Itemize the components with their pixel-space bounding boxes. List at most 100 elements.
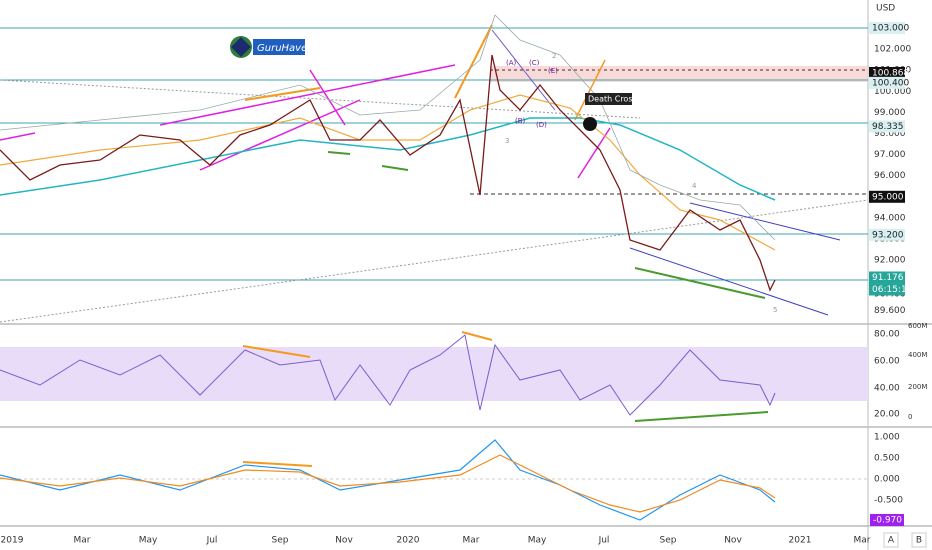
annotation: (C) bbox=[529, 59, 540, 67]
channel-line bbox=[689, 202, 841, 241]
macd-tag-bg bbox=[870, 514, 904, 526]
annotation: (A) bbox=[506, 59, 517, 67]
trend-line bbox=[0, 132, 36, 141]
divergence-line bbox=[461, 331, 493, 341]
trend-line bbox=[574, 59, 606, 121]
price-tag-bg bbox=[869, 190, 905, 203]
macd-tick-label: -0.500 bbox=[874, 496, 903, 506]
time-label: 2019 bbox=[1, 536, 24, 546]
price-tag-bg bbox=[869, 22, 905, 34]
macd-tick-label: 0.500 bbox=[874, 454, 900, 464]
time-label: May bbox=[528, 536, 547, 546]
price-tick-label: 102.000 bbox=[874, 45, 911, 55]
price-tag: 06:15:17 bbox=[872, 285, 912, 295]
time-label: Nov bbox=[724, 536, 742, 546]
annotation: 4 bbox=[692, 182, 697, 190]
price-tag: 100.400 bbox=[872, 78, 909, 88]
annotation: (D) bbox=[536, 121, 547, 129]
price-tick-label: 98.000 bbox=[874, 129, 906, 139]
rsi-tick-label: 60.00 bbox=[874, 357, 900, 367]
divergence-line bbox=[634, 411, 769, 422]
time-label: Sep bbox=[272, 536, 289, 546]
time-label: Nov bbox=[335, 536, 353, 546]
time-label: 2020 bbox=[397, 536, 420, 546]
price-tick-label: 100.000 bbox=[874, 87, 911, 97]
time-label: Jul bbox=[598, 536, 610, 546]
price-tag: 100.868 bbox=[872, 68, 909, 78]
signal-line bbox=[0, 454, 776, 513]
macd-tick-label: 0.000 bbox=[874, 475, 900, 485]
time-label: May bbox=[139, 536, 158, 546]
time-label: Sep bbox=[660, 536, 677, 546]
time-label: Mar bbox=[854, 536, 871, 546]
logo-box bbox=[253, 39, 305, 55]
death-cross-marker bbox=[583, 117, 597, 131]
annotation-box bbox=[585, 93, 632, 105]
price-tag-bg bbox=[869, 228, 905, 241]
divergence-line bbox=[242, 345, 311, 358]
time-label: Mar bbox=[74, 536, 91, 546]
annotation: 5 bbox=[773, 306, 777, 314]
price-tick-label: 99.000 bbox=[874, 108, 906, 118]
price-tag-bg bbox=[869, 66, 905, 79]
axis-button-bg[interactable] bbox=[911, 532, 927, 548]
moving-average bbox=[0, 117, 776, 201]
macd-tick-label: 1.000 bbox=[874, 433, 900, 443]
currency: USD bbox=[876, 4, 895, 14]
trend-line bbox=[0, 79, 641, 119]
annotation: 3 bbox=[505, 137, 509, 145]
logo-text: GuruHaven bbox=[257, 43, 314, 54]
rsi-tick-label: 80.00 bbox=[874, 330, 900, 340]
price-tag: 95.000 bbox=[872, 192, 904, 202]
price-tag-bg bbox=[869, 76, 905, 89]
price-tag-bg bbox=[869, 120, 905, 133]
annotation: 2 bbox=[552, 52, 556, 60]
channel-line bbox=[629, 247, 829, 316]
trend-line bbox=[159, 64, 456, 126]
volume-tick-label: 200M bbox=[908, 383, 927, 391]
price-tag: 103.000 bbox=[872, 24, 909, 34]
price-tick-label: 97.000 bbox=[874, 150, 906, 160]
annotation: (B) bbox=[515, 117, 526, 125]
axis-button-bg[interactable] bbox=[883, 532, 899, 548]
price-tag: 91.176 bbox=[872, 273, 904, 283]
price-tag-bg bbox=[869, 271, 905, 284]
trend-line bbox=[634, 267, 766, 299]
divergence-line bbox=[242, 461, 313, 467]
trend-line bbox=[199, 99, 361, 171]
volume-tick-label: 600M bbox=[908, 322, 927, 330]
rsi-tick-label: 20.00 bbox=[874, 410, 900, 420]
moving-average bbox=[0, 94, 776, 251]
rsi-band bbox=[0, 347, 868, 401]
trend-line bbox=[454, 24, 493, 99]
trend-line bbox=[381, 165, 409, 171]
annotation: Death Cross bbox=[588, 95, 637, 104]
macd-tag: -0.970 bbox=[873, 516, 902, 526]
trend-line bbox=[327, 151, 351, 155]
annotation: (E) bbox=[548, 67, 558, 75]
trend-line bbox=[0, 199, 869, 323]
price-tag-bg bbox=[869, 283, 905, 296]
price-trace bbox=[0, 54, 776, 292]
price-tick-label: 94.000 bbox=[874, 213, 906, 223]
price-tag: 98.335 bbox=[872, 122, 904, 132]
rsi-tick-label: 40.00 bbox=[874, 384, 900, 394]
time-label: Jul bbox=[206, 536, 218, 546]
trend-line bbox=[309, 69, 346, 126]
price-tick-label: 92.000 bbox=[874, 256, 906, 266]
trend-line bbox=[244, 87, 321, 101]
time-label: 2021 bbox=[789, 536, 812, 546]
macd-line bbox=[0, 439, 776, 521]
price-tag: 93.200 bbox=[872, 230, 904, 240]
axis-button[interactable]: A bbox=[888, 536, 895, 546]
rsi-line bbox=[0, 334, 776, 416]
trend-line bbox=[491, 29, 556, 111]
bollinger-band bbox=[0, 14, 776, 241]
volume-tick-label: 400M bbox=[908, 351, 927, 359]
volume-tick-label: 0 bbox=[908, 413, 912, 421]
price-tick-label: 96.000 bbox=[874, 171, 906, 181]
price-tick-label: 89.600 bbox=[874, 306, 906, 316]
time-label: Mar bbox=[463, 536, 480, 546]
axis-button[interactable]: B bbox=[916, 536, 922, 546]
